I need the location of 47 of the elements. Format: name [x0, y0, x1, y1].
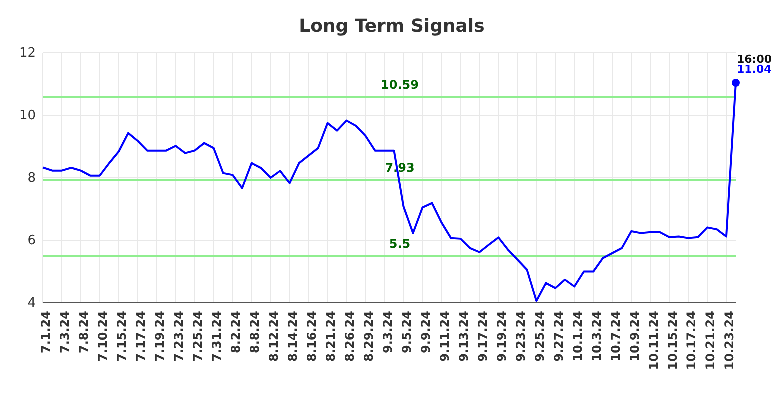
text: 16:00 [737, 53, 772, 66]
ref-line-label: 10.59 [381, 78, 419, 92]
x-tick-label: 7.19.24 [153, 311, 168, 362]
x-tick-label: 7.31.24 [210, 311, 224, 362]
x-tick-label: 9.27.24 [552, 311, 566, 362]
x-tick-label: 10.9.24 [628, 311, 642, 362]
x-tick-label: 10.11.24 [646, 311, 661, 370]
x-tick-label: 10.15.24 [666, 311, 680, 370]
x-tick-label: 10.23.24 [722, 311, 737, 370]
x-tick-label: 7.8.24 [77, 311, 92, 354]
y-tick-label: 10 [19, 108, 36, 124]
x-tick-label: 10.3.24 [590, 311, 604, 362]
x-tick-label: 10.17.24 [684, 311, 699, 370]
x-tick-label: 8.8.24 [248, 311, 262, 354]
x-tick-label: 8.29.24 [362, 311, 376, 362]
chart-title: Long Term Signals [299, 16, 485, 37]
x-tick-label: 8.21.24 [324, 311, 338, 362]
x-tick-label: 8.14.24 [286, 311, 300, 362]
y-tick-label: 8 [28, 171, 36, 186]
x-tick-label: 7.23.24 [172, 311, 186, 362]
x-tick-label: 7.17.24 [134, 311, 148, 362]
x-tick-label: 10.21.24 [704, 311, 718, 370]
x-tick-label: 9.13.24 [456, 311, 471, 362]
x-tick-label: 8.12.24 [267, 311, 282, 362]
y-tick-label: 6 [28, 234, 36, 249]
x-tick-label: 7.25.24 [191, 311, 206, 362]
x-tick-label: 9.19.24 [494, 311, 509, 362]
x-tick-label: 9.11.24 [438, 311, 452, 362]
x-tick-label: 9.23.24 [514, 311, 528, 362]
x-tick-label: 7.15.24 [115, 311, 130, 362]
x-tick-label: 8.16.24 [305, 311, 320, 362]
x-tick-label: 7.3.24 [58, 311, 72, 354]
x-tick-label: 9.25.24 [532, 311, 547, 362]
data-label: 11.04 [737, 63, 772, 76]
y-tick-label: 12 [19, 46, 36, 62]
x-tick-label: 9.9.24 [418, 311, 433, 354]
x-tick-label: 9.5.24 [400, 311, 414, 354]
x-tick-label: 9.17.24 [476, 311, 490, 362]
ref-line-label: 5.5 [389, 237, 411, 252]
x-tick-label: 7.1.24 [39, 311, 54, 354]
x-tick-label: 8.26.24 [342, 311, 357, 362]
x-tick-label: 8.2.24 [229, 311, 244, 354]
x-tick-label: 10.1.24 [570, 311, 585, 362]
x-tick-label: 7.10.24 [96, 311, 110, 362]
x-tick-label: 9.3.24 [380, 311, 395, 354]
x-tick-label: 10.7.24 [608, 311, 623, 362]
y-tick-label: 4 [28, 296, 36, 312]
